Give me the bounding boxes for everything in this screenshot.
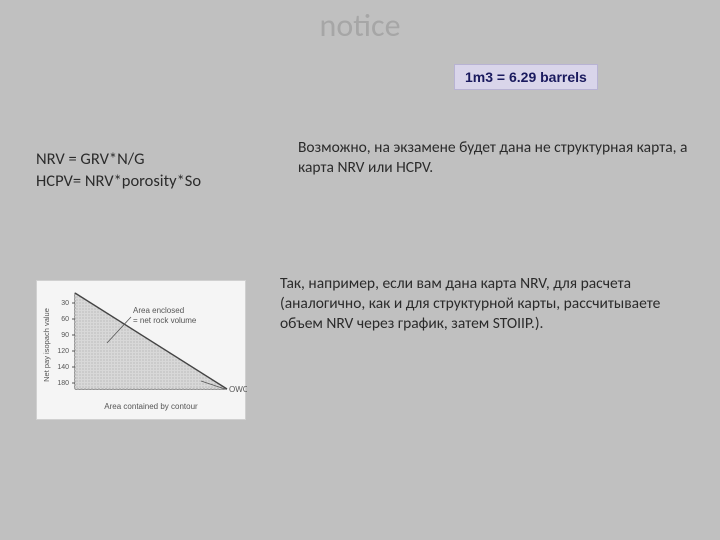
slide-title: notice	[0, 6, 720, 45]
svg-text:140: 140	[57, 364, 69, 371]
isopach-chart: 30 60 90 120 140 180 Net pay isopach val…	[36, 280, 246, 420]
x-axis-label: Area contained by contour	[104, 402, 198, 411]
svg-text:60: 60	[61, 316, 69, 323]
svg-text:180: 180	[57, 380, 69, 387]
formula-line-2: HCPV= NRV*porosity*So	[36, 170, 201, 192]
y-axis-label: Net pay isopach value	[42, 308, 51, 382]
formula-line-1: NRV = GRV*N/G	[36, 148, 201, 170]
paragraph-exam-note: Возможно, на экзамене будет дана не стру…	[298, 138, 698, 178]
svg-text:30: 30	[61, 300, 69, 307]
owc-label: OWC	[229, 385, 247, 394]
annotation-area-enclosed: Area enclosed	[133, 306, 184, 315]
annotation-net-rock: = net rock volume	[133, 316, 197, 325]
y-ticks: 30 60 90 120 140 180	[57, 300, 75, 387]
formula-block: NRV = GRV*N/G HCPV= NRV*porosity*So	[36, 148, 201, 193]
svg-text:90: 90	[61, 332, 69, 339]
paragraph-example: Так, например, если вам дана карта NRV, …	[280, 274, 700, 334]
svg-text:120: 120	[57, 348, 69, 355]
conversion-badge: 1m3 = 6.29 barrels	[454, 64, 598, 90]
